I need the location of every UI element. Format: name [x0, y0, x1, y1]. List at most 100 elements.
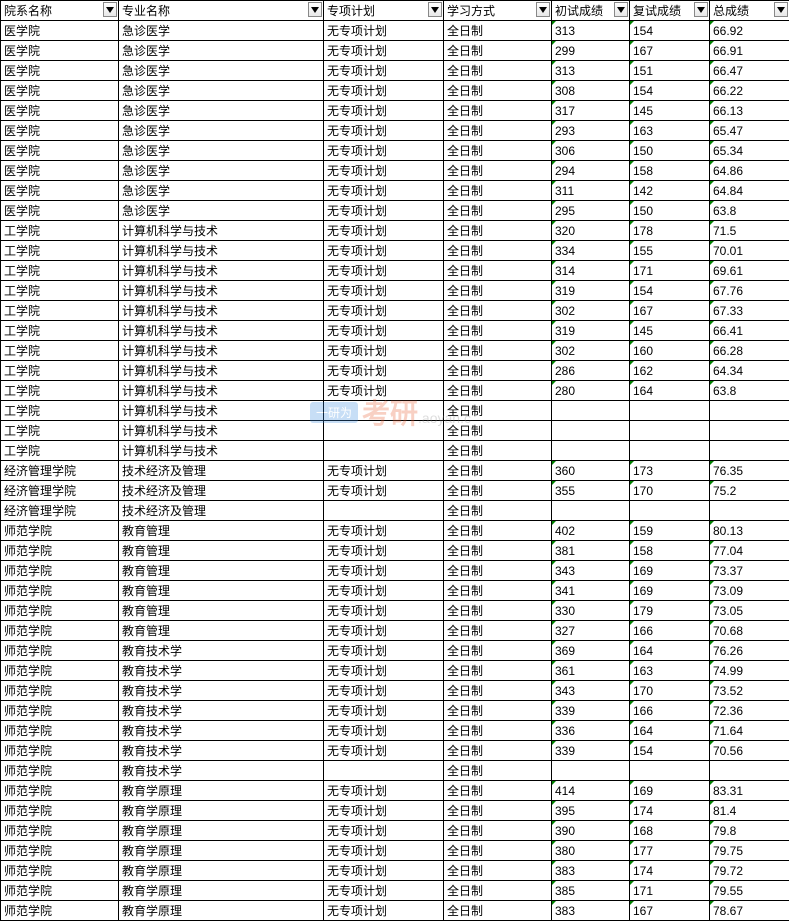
- table-cell: 全日制: [444, 521, 552, 541]
- table-cell: 全日制: [444, 661, 552, 681]
- table-cell: 师范学院: [1, 901, 119, 921]
- table-cell: 无专项计划: [324, 461, 444, 481]
- table-cell: 全日制: [444, 61, 552, 81]
- table-cell: 83.31: [710, 781, 789, 801]
- table-cell: 工学院: [1, 221, 119, 241]
- column-header-1[interactable]: 专业名称: [119, 1, 324, 21]
- table-row: 工学院计算机科学与技术无专项计划全日制33415570.01: [1, 241, 789, 261]
- table-cell: 64.84: [710, 181, 789, 201]
- table-cell: 技术经济及管理: [119, 481, 324, 501]
- table-cell: 294: [552, 161, 630, 181]
- table-cell: 无专项计划: [324, 301, 444, 321]
- table-cell: 336: [552, 721, 630, 741]
- table-cell: 317: [552, 101, 630, 121]
- column-header-4[interactable]: 初试成绩: [552, 1, 630, 21]
- table-cell: 教育技术学: [119, 741, 324, 761]
- table-cell: 无专项计划: [324, 721, 444, 741]
- filter-dropdown-icon[interactable]: [614, 2, 628, 17]
- table-cell: 280: [552, 381, 630, 401]
- table-cell: 教育管理: [119, 561, 324, 581]
- filter-dropdown-icon[interactable]: [536, 2, 550, 17]
- column-header-5[interactable]: 复试成绩: [630, 1, 710, 21]
- filter-dropdown-icon[interactable]: [774, 2, 788, 17]
- column-header-6[interactable]: 总成绩: [710, 1, 789, 21]
- table-cell: 无专项计划: [324, 61, 444, 81]
- filter-dropdown-icon[interactable]: [694, 2, 708, 17]
- table-cell: 全日制: [444, 221, 552, 241]
- data-table: 院系名称专业名称专项计划学习方式初试成绩复试成绩总成绩 医学院急诊医学无专项计划…: [0, 0, 789, 921]
- table-cell: 无专项计划: [324, 41, 444, 61]
- table-cell: 167: [630, 901, 710, 921]
- table-cell: 全日制: [444, 141, 552, 161]
- table-cell: 173: [630, 461, 710, 481]
- table-cell: 全日制: [444, 361, 552, 381]
- filter-dropdown-icon[interactable]: [103, 2, 117, 17]
- table-cell: 159: [630, 521, 710, 541]
- table-cell: 全日制: [444, 401, 552, 421]
- table-row: 师范学院教育学原理无专项计划全日制38317479.72: [1, 861, 789, 881]
- table-cell: 320: [552, 221, 630, 241]
- table-cell: 经济管理学院: [1, 501, 119, 521]
- table-cell: 无专项计划: [324, 821, 444, 841]
- table-cell: 无专项计划: [324, 641, 444, 661]
- table-cell: 313: [552, 21, 630, 41]
- table-cell: 74.99: [710, 661, 789, 681]
- table-cell: 无专项计划: [324, 901, 444, 921]
- table-cell: 全日制: [444, 281, 552, 301]
- table-cell: 177: [630, 841, 710, 861]
- table-cell: 66.91: [710, 41, 789, 61]
- table-row: 师范学院教育管理无专项计划全日制38115877.04: [1, 541, 789, 561]
- table-cell: 无专项计划: [324, 801, 444, 821]
- table-cell: [710, 761, 789, 781]
- table-cell: 计算机科学与技术: [119, 241, 324, 261]
- table-cell: 171: [630, 261, 710, 281]
- table-cell: 286: [552, 361, 630, 381]
- table-cell: 师范学院: [1, 721, 119, 741]
- table-cell: 154: [630, 81, 710, 101]
- table-cell: 174: [630, 801, 710, 821]
- table-cell: 151: [630, 61, 710, 81]
- table-cell: 工学院: [1, 301, 119, 321]
- table-cell: 78.67: [710, 901, 789, 921]
- filter-dropdown-icon[interactable]: [308, 2, 322, 17]
- table-cell: 70.01: [710, 241, 789, 261]
- table-cell: 66.13: [710, 101, 789, 121]
- table-cell: 全日制: [444, 641, 552, 661]
- table-cell: 73.05: [710, 601, 789, 621]
- table-cell: 390: [552, 821, 630, 841]
- table-cell: 无专项计划: [324, 841, 444, 861]
- table-cell: 无专项计划: [324, 561, 444, 581]
- table-cell: 急诊医学: [119, 181, 324, 201]
- table-cell: 65.34: [710, 141, 789, 161]
- table-cell: 79.55: [710, 881, 789, 901]
- column-header-3[interactable]: 学习方式: [444, 1, 552, 21]
- table-cell: 150: [630, 201, 710, 221]
- table-row: 医学院急诊医学无专项计划全日制29415864.86: [1, 161, 789, 181]
- table-cell: 无专项计划: [324, 81, 444, 101]
- filter-dropdown-icon[interactable]: [428, 2, 442, 17]
- table-cell: 教育技术学: [119, 661, 324, 681]
- table-row: 师范学院教育技术学无专项计划全日制33916672.36: [1, 701, 789, 721]
- table-row: 师范学院教育管理无专项计划全日制33017973.05: [1, 601, 789, 621]
- table-cell: 414: [552, 781, 630, 801]
- table-row: 经济管理学院技术经济及管理无专项计划全日制35517075.2: [1, 481, 789, 501]
- table-cell: 计算机科学与技术: [119, 401, 324, 421]
- table-cell: 无专项计划: [324, 541, 444, 561]
- table-cell: 63.8: [710, 381, 789, 401]
- table-cell: 全日制: [444, 261, 552, 281]
- table-cell: 经济管理学院: [1, 461, 119, 481]
- table-cell: 计算机科学与技术: [119, 421, 324, 441]
- table-cell: 369: [552, 641, 630, 661]
- table-row: 工学院计算机科学与技术无专项计划全日制28016463.8: [1, 381, 789, 401]
- table-cell: 无专项计划: [324, 261, 444, 281]
- table-cell: 313: [552, 61, 630, 81]
- column-header-0[interactable]: 院系名称: [1, 1, 119, 21]
- column-header-2[interactable]: 专项计划: [324, 1, 444, 21]
- table-cell: 师范学院: [1, 841, 119, 861]
- table-cell: 工学院: [1, 341, 119, 361]
- table-cell: 327: [552, 621, 630, 641]
- table-cell: 师范学院: [1, 881, 119, 901]
- table-cell: 343: [552, 681, 630, 701]
- table-cell: 全日制: [444, 381, 552, 401]
- table-cell: 380: [552, 841, 630, 861]
